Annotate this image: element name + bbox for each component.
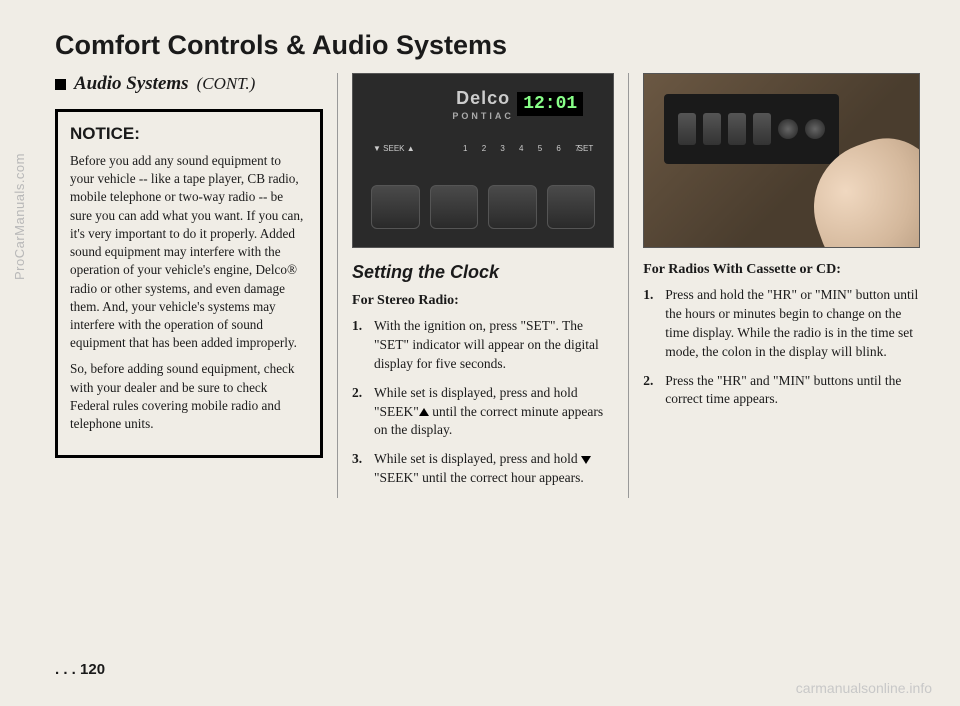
notice-para-1: Before you add any sound equipment to yo… bbox=[70, 152, 308, 352]
radio-brand: Delco PONTIAC bbox=[452, 88, 514, 121]
cassette-button bbox=[728, 113, 746, 145]
cassette-button bbox=[703, 113, 721, 145]
cassette-button bbox=[678, 113, 696, 145]
column-2: Delco PONTIAC 12:01 ▼ SEEK ▲ 1 2 3 4 5 6… bbox=[338, 73, 629, 498]
column-3: For Radios With Cassette or CD: Press an… bbox=[629, 73, 920, 498]
stereo-radio-subheading: For Stereo Radio: bbox=[352, 293, 614, 309]
step-item: While set is displayed, press and hold "… bbox=[352, 450, 614, 488]
watermark-side: ProCarManuals.com bbox=[12, 153, 27, 280]
cassette-cd-subheading: For Radios With Cassette or CD: bbox=[643, 262, 920, 278]
stereo-steps-list: With the ignition on, press "SET". The "… bbox=[352, 317, 614, 488]
radio-preset-button bbox=[371, 185, 420, 229]
radio-subbrand: PONTIAC bbox=[452, 111, 514, 121]
radio-set-label: SET bbox=[578, 144, 594, 153]
watermark-bottom: carmanualsonline.info bbox=[796, 680, 932, 696]
radio-seek-label: ▼ SEEK ▲ bbox=[373, 144, 415, 153]
cassette-knob bbox=[778, 119, 798, 139]
triangle-up-icon bbox=[419, 408, 429, 416]
triangle-down-icon bbox=[581, 456, 591, 464]
radio-time-display: 12:01 bbox=[517, 92, 583, 116]
radio-brand-text: Delco bbox=[456, 88, 510, 108]
step-item: While set is displayed, press and hold "… bbox=[352, 384, 614, 441]
cassette-panel bbox=[664, 94, 839, 164]
step-text: While set is displayed, press and hold "… bbox=[374, 385, 603, 438]
content-columns: Audio Systems (CONT.) NOTICE: Before you… bbox=[55, 73, 920, 498]
step-item: Press the "HR" and "MIN" buttons until t… bbox=[643, 372, 920, 410]
radio-preset-button bbox=[488, 185, 537, 229]
radio-preset-button bbox=[430, 185, 479, 229]
radio-preset-button bbox=[547, 185, 596, 229]
cassette-steps-list: Press and hold the "HR" or "MIN" button … bbox=[643, 286, 920, 409]
step-item: With the ignition on, press "SET". The "… bbox=[352, 317, 614, 374]
setting-clock-heading: Setting the Clock bbox=[352, 262, 614, 283]
section-header: Audio Systems (CONT.) bbox=[55, 73, 323, 95]
notice-box: NOTICE: Before you add any sound equipme… bbox=[55, 109, 323, 458]
cassette-knob bbox=[805, 119, 825, 139]
cont-label: (CONT.) bbox=[197, 74, 256, 94]
cassette-button bbox=[753, 113, 771, 145]
radio-illustration: Delco PONTIAC 12:01 ▼ SEEK ▲ 1 2 3 4 5 6… bbox=[352, 73, 614, 248]
cassette-illustration bbox=[643, 73, 920, 248]
notice-para-2: So, before adding sound equipment, check… bbox=[70, 360, 308, 433]
step-item: Press and hold the "HR" or "MIN" button … bbox=[643, 286, 920, 362]
page-number: . . . 120 bbox=[55, 661, 105, 678]
bullet-square-icon bbox=[55, 79, 66, 90]
radio-preset-numbers: 1 2 3 4 5 6 7 bbox=[463, 144, 585, 153]
column-1: Audio Systems (CONT.) NOTICE: Before you… bbox=[55, 73, 338, 498]
section-title: Audio Systems bbox=[74, 73, 189, 95]
step-text: While set is displayed, press and hold "… bbox=[374, 451, 591, 485]
radio-buttons-row bbox=[371, 185, 595, 229]
notice-title: NOTICE: bbox=[70, 124, 308, 144]
notice-body: Before you add any sound equipment to yo… bbox=[70, 152, 308, 433]
page-title: Comfort Controls & Audio Systems bbox=[55, 30, 920, 61]
